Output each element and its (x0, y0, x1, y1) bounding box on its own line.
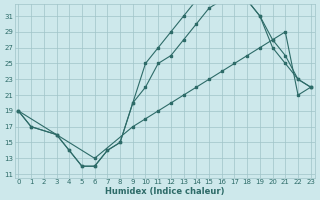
X-axis label: Humidex (Indice chaleur): Humidex (Indice chaleur) (105, 187, 224, 196)
